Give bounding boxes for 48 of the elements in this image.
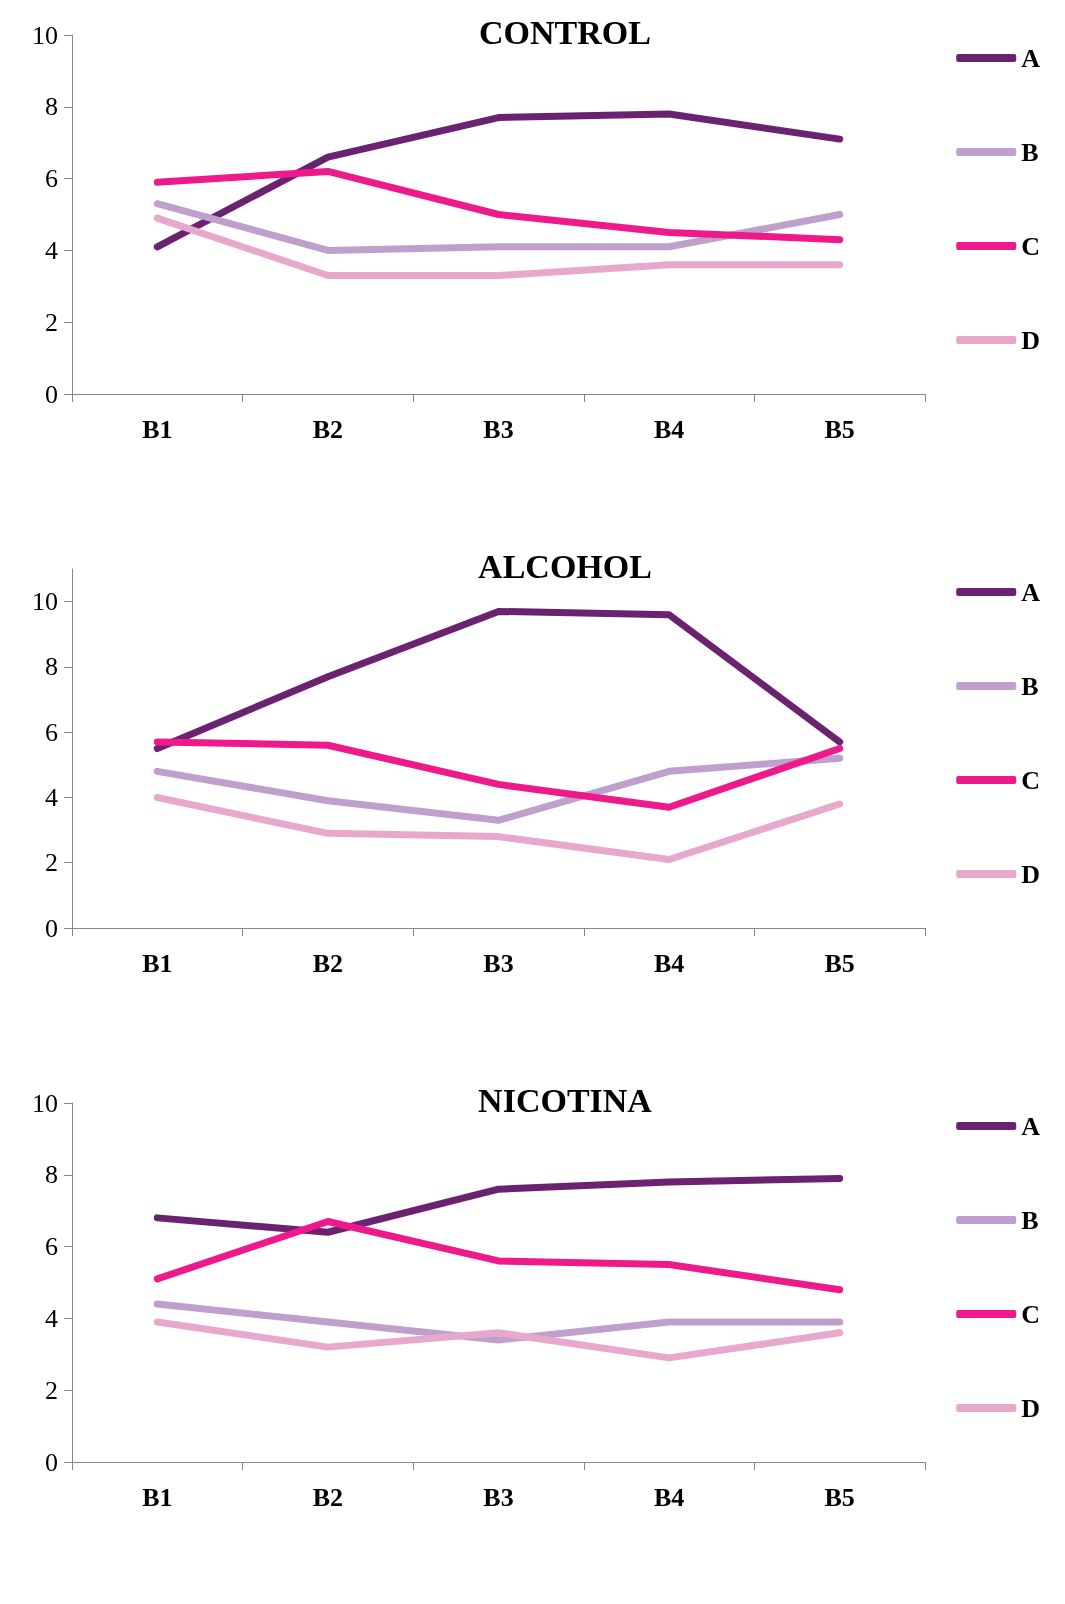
x-tick-label: B5 <box>824 948 855 978</box>
legend-label: C <box>1021 231 1040 261</box>
x-tick-label: B4 <box>653 1482 685 1512</box>
y-tick-label: 2 <box>45 848 58 878</box>
legend-label: D <box>1021 1393 1040 1423</box>
x-tick-label: B3 <box>483 1482 514 1512</box>
x-tick-label: B5 <box>824 1482 855 1512</box>
x-tick-label: B2 <box>312 948 344 978</box>
x-tick-label: B3 <box>483 948 514 978</box>
legend-label: A <box>1021 577 1041 607</box>
y-tick-label: 0 <box>45 913 58 943</box>
x-tick-label: B1 <box>142 414 173 444</box>
x-tick-label: B5 <box>824 414 855 444</box>
chart-title: NICOTINA <box>478 1081 653 1119</box>
x-tick-label: B1 <box>142 948 173 978</box>
y-tick-label: 0 <box>45 1447 58 1477</box>
y-tick-label: 6 <box>45 717 58 747</box>
y-tick-label: 4 <box>45 235 58 265</box>
chart-title: ALCOHOL <box>478 547 652 585</box>
legend-label: B <box>1021 137 1039 167</box>
y-tick-label: 4 <box>45 1303 58 1333</box>
y-tick-label: 6 <box>45 1232 58 1262</box>
y-tick-label: 4 <box>45 782 58 812</box>
x-tick-label: B2 <box>312 414 344 444</box>
legend-label: A <box>1021 1111 1041 1141</box>
legend-label: D <box>1021 325 1040 355</box>
legend-label: B <box>1021 1205 1039 1235</box>
x-tick-label: B1 <box>142 1482 173 1512</box>
x-tick-label: B4 <box>653 414 685 444</box>
y-tick-label: 8 <box>45 1160 58 1190</box>
x-tick-label: B4 <box>653 948 685 978</box>
y-tick-label: 6 <box>45 164 58 194</box>
y-tick-label: 8 <box>45 652 58 682</box>
y-tick-label: 10 <box>32 1088 58 1118</box>
y-tick-label: 8 <box>45 92 58 122</box>
legend-label: A <box>1021 43 1041 73</box>
legend-label: D <box>1021 859 1040 889</box>
y-tick-label: 0 <box>45 379 58 409</box>
legend-label: B <box>1021 671 1039 701</box>
y-tick-label: 10 <box>32 587 58 617</box>
chart-title: CONTROL <box>479 13 651 51</box>
y-tick-label: 10 <box>32 20 58 50</box>
legend-label: C <box>1021 1299 1040 1329</box>
y-tick-label: 2 <box>45 307 58 337</box>
x-tick-label: B3 <box>483 414 514 444</box>
legend-label: C <box>1021 765 1040 795</box>
y-tick-label: 2 <box>45 1375 58 1405</box>
x-tick-label: B2 <box>312 1482 344 1512</box>
